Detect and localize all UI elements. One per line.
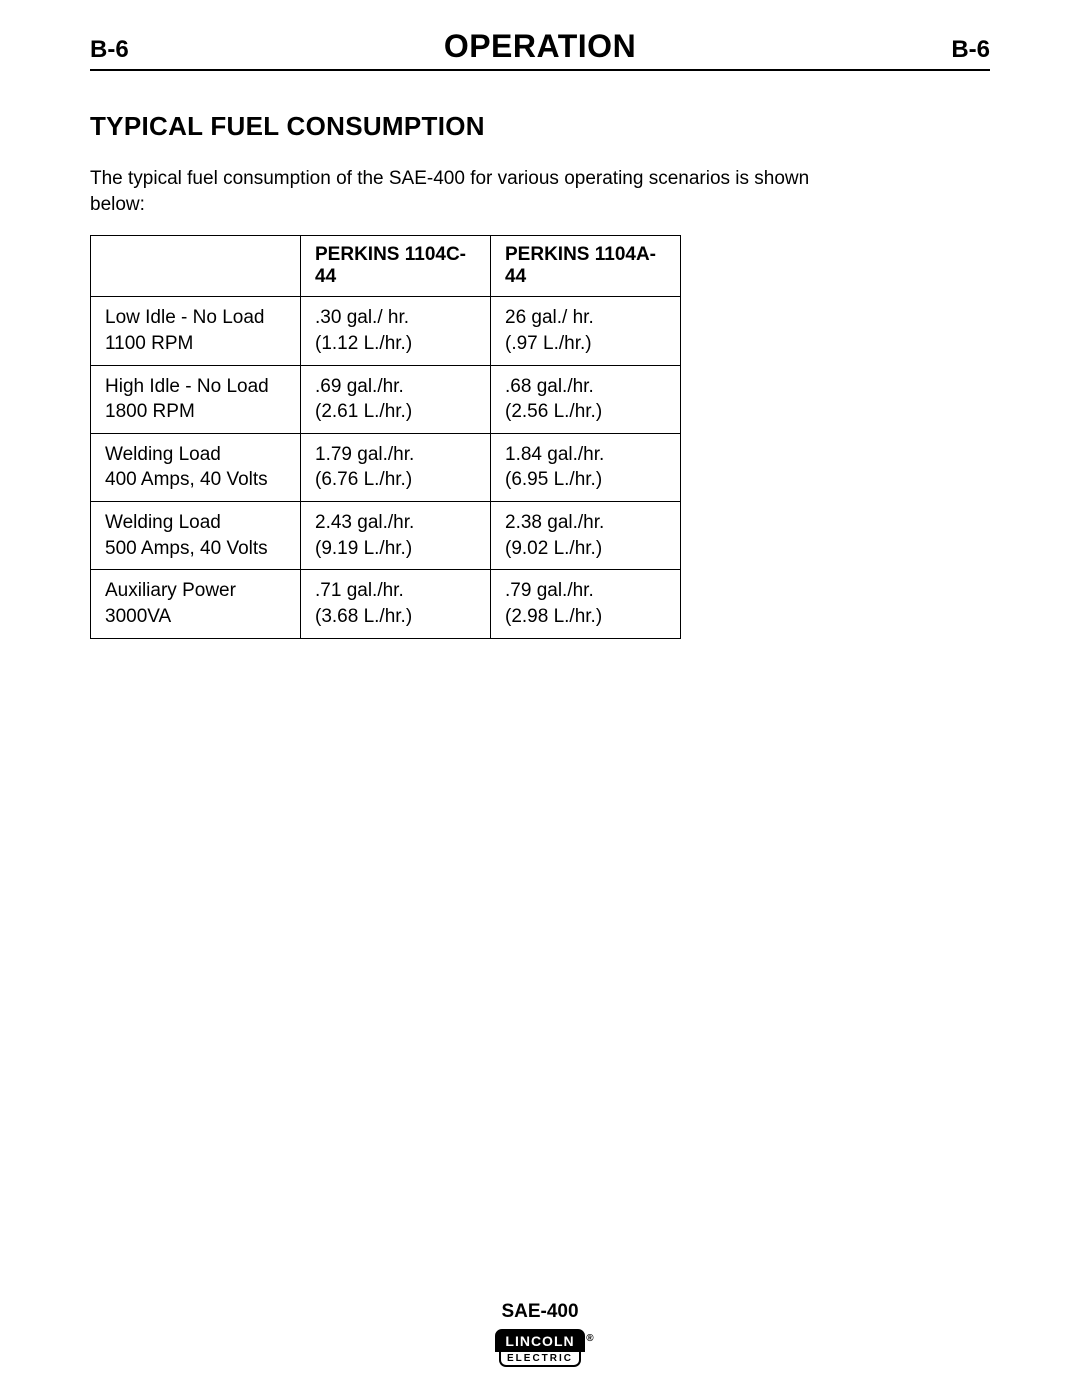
row-col2: .79 gal./hr. (2.98 L./hr.) — [491, 570, 681, 638]
registered-mark-icon: ® — [586, 1333, 594, 1344]
logo-top-text: LINCOLN ® — [495, 1329, 584, 1352]
row-col1: .71 gal./hr. (3.68 L./hr.) — [301, 570, 491, 638]
logo-bottom-text: ELECTRIC — [499, 1352, 581, 1367]
page-code-right: B-6 — [951, 36, 990, 64]
val-line2: (2.61 L./hr.) — [315, 399, 476, 425]
val-line2: (1.12 L./hr.) — [315, 331, 476, 357]
footer-model: SAE-400 — [0, 1301, 1080, 1323]
lincoln-logo: LINCOLN ® ELECTRIC — [495, 1329, 584, 1367]
table-header-row: PERKINS 1104C-44 PERKINS 1104A-44 — [91, 236, 681, 297]
val-line1: 26 gal./ hr. — [505, 305, 666, 331]
table-row: Welding Load 500 Amps, 40 Volts 2.43 gal… — [91, 502, 681, 570]
page-footer: SAE-400 LINCOLN ® ELECTRIC — [0, 1301, 1080, 1367]
val-line1: 1.84 gal./hr. — [505, 442, 666, 468]
row-col1: 1.79 gal./hr. (6.76 L./hr.) — [301, 433, 491, 501]
page-container: B-6 OPERATION B-6 TYPICAL FUEL CONSUMPTI… — [0, 0, 1080, 1397]
val-line1: .71 gal./hr. — [315, 578, 476, 604]
val-line2: (.97 L./hr.) — [505, 331, 666, 357]
row-col1: .69 gal./hr. (2.61 L./hr.) — [301, 365, 491, 433]
row-desc: High Idle - No Load 1800 RPM — [91, 365, 301, 433]
val-line2: (9.19 L./hr.) — [315, 536, 476, 562]
val-line1: .30 gal./ hr. — [315, 305, 476, 331]
val-line1: .68 gal./hr. — [505, 374, 666, 400]
row-desc: Auxiliary Power 3000VA — [91, 570, 301, 638]
val-line1: 1.79 gal./hr. — [315, 442, 476, 468]
desc-line1: Welding Load — [105, 510, 286, 536]
val-line2: (6.76 L./hr.) — [315, 467, 476, 493]
desc-line2: 3000VA — [105, 604, 286, 630]
table-header-blank — [91, 236, 301, 297]
table-header-col2: PERKINS 1104A-44 — [491, 236, 681, 297]
desc-line1: Auxiliary Power — [105, 578, 286, 604]
val-line2: (9.02 L./hr.) — [505, 536, 666, 562]
desc-line2: 1100 RPM — [105, 331, 286, 357]
row-col1: 2.43 gal./hr. (9.19 L./hr.) — [301, 502, 491, 570]
table-row: Low Idle - No Load 1100 RPM .30 gal./ hr… — [91, 297, 681, 365]
desc-line2: 400 Amps, 40 Volts — [105, 467, 286, 493]
desc-line1: Welding Load — [105, 442, 286, 468]
row-col2: 26 gal./ hr. (.97 L./hr.) — [491, 297, 681, 365]
table-row: Auxiliary Power 3000VA .71 gal./hr. (3.6… — [91, 570, 681, 638]
table-row: High Idle - No Load 1800 RPM .69 gal./hr… — [91, 365, 681, 433]
val-line1: 2.38 gal./hr. — [505, 510, 666, 536]
section-intro-text: The typical fuel consumption of the SAE-… — [90, 166, 840, 217]
val-line2: (2.98 L./hr.) — [505, 604, 666, 630]
desc-line1: High Idle - No Load — [105, 374, 286, 400]
row-col2: 1.84 gal./hr. (6.95 L./hr.) — [491, 433, 681, 501]
page-title: OPERATION — [444, 28, 636, 65]
row-col2: 2.38 gal./hr. (9.02 L./hr.) — [491, 502, 681, 570]
desc-line2: 500 Amps, 40 Volts — [105, 536, 286, 562]
page-code-left: B-6 — [90, 36, 129, 64]
val-line2: (3.68 L./hr.) — [315, 604, 476, 630]
row-desc: Low Idle - No Load 1100 RPM — [91, 297, 301, 365]
desc-line2: 1800 RPM — [105, 399, 286, 425]
row-col2: .68 gal./hr. (2.56 L./hr.) — [491, 365, 681, 433]
table-header-col1: PERKINS 1104C-44 — [301, 236, 491, 297]
logo-brand: LINCOLN — [505, 1333, 574, 1349]
val-line2: (2.56 L./hr.) — [505, 399, 666, 425]
val-line1: 2.43 gal./hr. — [315, 510, 476, 536]
row-desc: Welding Load 400 Amps, 40 Volts — [91, 433, 301, 501]
row-desc: Welding Load 500 Amps, 40 Volts — [91, 502, 301, 570]
section-title: TYPICAL FUEL CONSUMPTION — [90, 111, 990, 142]
page-header: B-6 OPERATION B-6 — [90, 28, 990, 71]
val-line1: .79 gal./hr. — [505, 578, 666, 604]
val-line1: .69 gal./hr. — [315, 374, 476, 400]
table-row: Welding Load 400 Amps, 40 Volts 1.79 gal… — [91, 433, 681, 501]
desc-line1: Low Idle - No Load — [105, 305, 286, 331]
fuel-consumption-table: PERKINS 1104C-44 PERKINS 1104A-44 Low Id… — [90, 235, 681, 638]
val-line2: (6.95 L./hr.) — [505, 467, 666, 493]
row-col1: .30 gal./ hr. (1.12 L./hr.) — [301, 297, 491, 365]
